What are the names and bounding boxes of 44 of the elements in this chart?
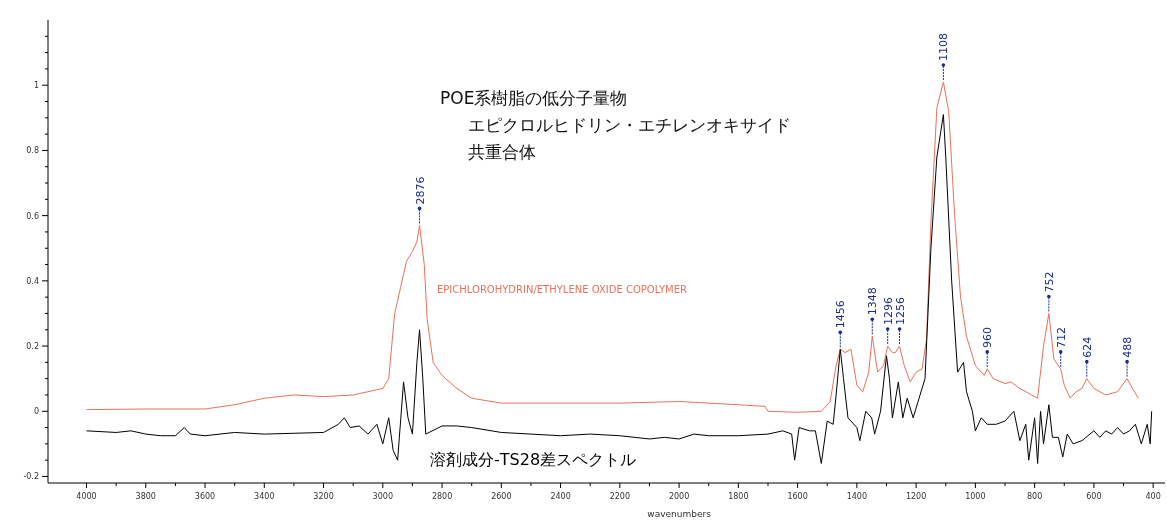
annotation: 624 xyxy=(1080,336,1094,358)
annotation: 712 xyxy=(1054,326,1068,348)
y-tick-label: 0.2 xyxy=(26,342,39,352)
x-tick-label: 2600 xyxy=(491,492,512,501)
x-tick-label: 2400 xyxy=(550,492,571,501)
x-tick-label: 1400 xyxy=(846,492,868,501)
line-series xyxy=(86,81,1139,413)
annotation: 1296 xyxy=(881,297,895,326)
x-tick-label: 3800 xyxy=(135,492,156,501)
y-tick-label: 1 xyxy=(33,81,39,91)
x-tick-label: 3200 xyxy=(313,492,334,501)
annotation: POE系樹脂の低分子量物 xyxy=(440,88,628,108)
y-tick-label: 0.4 xyxy=(26,276,39,286)
x-tick-label: 3000 xyxy=(372,492,393,501)
series-label: EPICHLOROHYDRIN/ETHYLENE OXIDE COPOLYMER xyxy=(437,284,687,295)
x-tick-label: 1800 xyxy=(728,492,749,501)
y-tick-label: -0.2 xyxy=(23,472,39,482)
annotation: 752 xyxy=(1042,271,1056,293)
x-tick-label: 800 xyxy=(1026,492,1043,501)
annotation: 1256 xyxy=(893,297,907,326)
x-tick-label: 2800 xyxy=(431,492,453,501)
y-tick-label: 0 xyxy=(33,407,39,417)
x-tick-label: 1000 xyxy=(965,492,986,501)
x-tick-label: 3400 xyxy=(254,492,275,501)
annotation: 960 xyxy=(981,326,995,348)
annotation: 共重合体 xyxy=(468,142,536,162)
y-tick-label: 0.6 xyxy=(26,211,39,221)
x-tick-label: 400 xyxy=(1145,492,1161,501)
x-tick-label: 3600 xyxy=(194,492,216,501)
annotation: エピクロルヒドリン・エチレンオキサイド xyxy=(468,115,791,135)
x-tick-label: 4000 xyxy=(76,492,97,501)
annotation: 1348 xyxy=(866,287,880,316)
y-tick-label: 0.8 xyxy=(26,146,39,156)
x-tick-label: 1200 xyxy=(905,492,927,501)
x-tick-label: 1600 xyxy=(787,492,808,501)
annotation: 1108 xyxy=(937,32,951,61)
x-tick-label: 2200 xyxy=(609,492,631,501)
series-label: 溶剤成分-TS28差スペクトル xyxy=(430,450,637,469)
annotation: 1456 xyxy=(834,300,848,329)
x-tick-label: 600 xyxy=(1086,492,1102,501)
x-axis-title: wavenumbers xyxy=(647,509,712,519)
x-tick-label: 2000 xyxy=(668,492,690,501)
annotation: 488 xyxy=(1121,336,1135,358)
annotation: 2876 xyxy=(413,176,427,205)
